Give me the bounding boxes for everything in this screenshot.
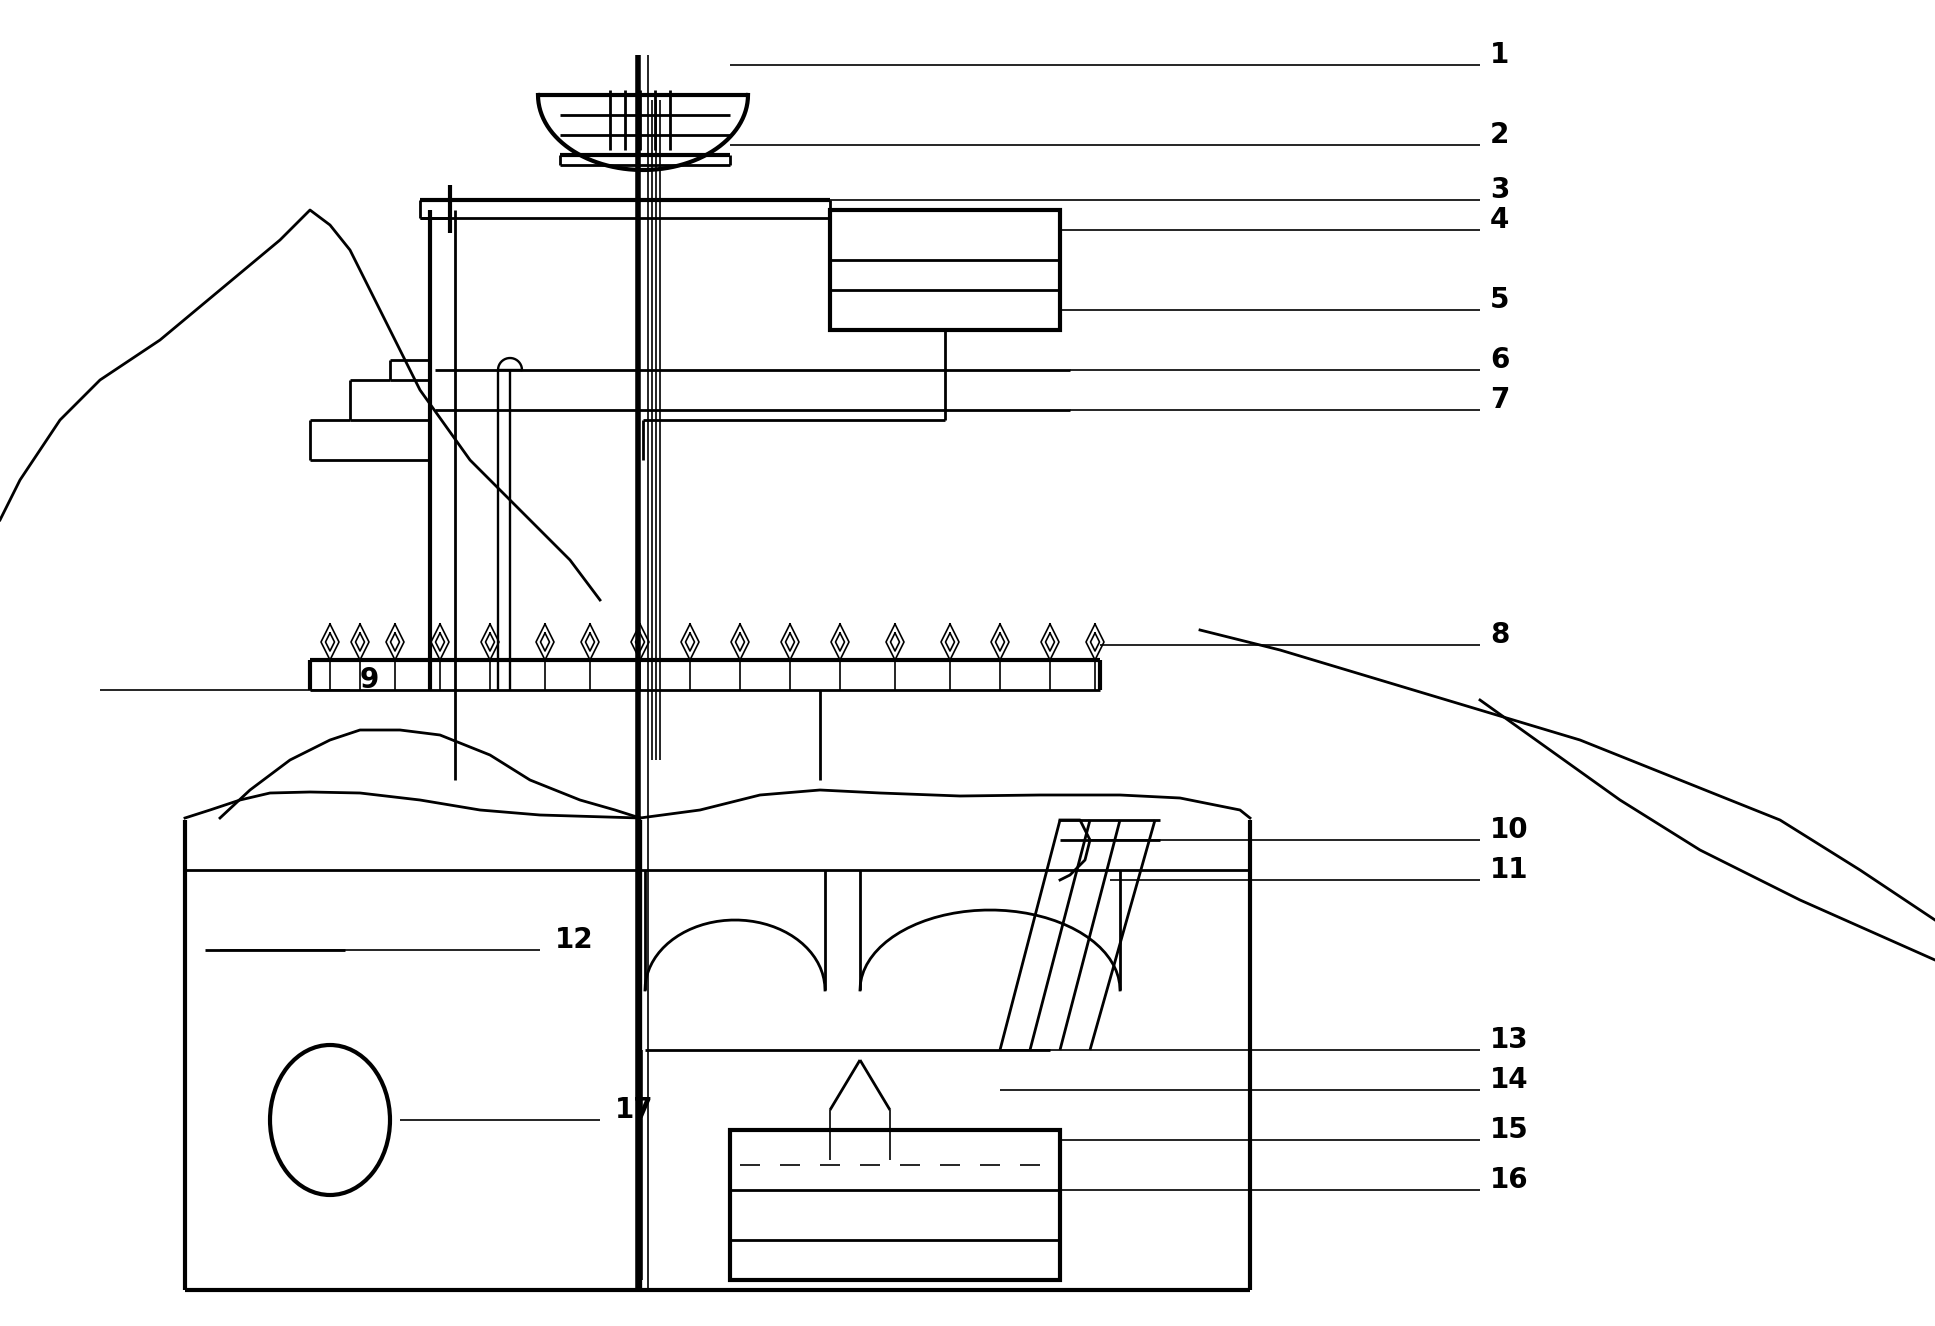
- Text: 1: 1: [1490, 41, 1509, 69]
- Text: 17: 17: [615, 1097, 654, 1124]
- Text: 9: 9: [360, 666, 379, 693]
- Text: 14: 14: [1490, 1066, 1529, 1094]
- Text: 3: 3: [1490, 176, 1509, 204]
- Text: 13: 13: [1490, 1026, 1529, 1054]
- Bar: [830, 210, 1060, 330]
- Text: 4: 4: [1490, 206, 1509, 233]
- Text: 15: 15: [1490, 1116, 1529, 1144]
- Text: 10: 10: [1490, 815, 1529, 845]
- Text: 8: 8: [1490, 621, 1509, 648]
- Text: 7: 7: [1490, 386, 1509, 414]
- Text: 11: 11: [1490, 857, 1529, 884]
- Bar: [729, 1130, 1060, 1280]
- Text: 6: 6: [1490, 346, 1509, 374]
- Text: 16: 16: [1490, 1166, 1529, 1193]
- Text: 5: 5: [1490, 286, 1509, 314]
- Text: 12: 12: [555, 926, 594, 953]
- Text: 2: 2: [1490, 121, 1509, 149]
